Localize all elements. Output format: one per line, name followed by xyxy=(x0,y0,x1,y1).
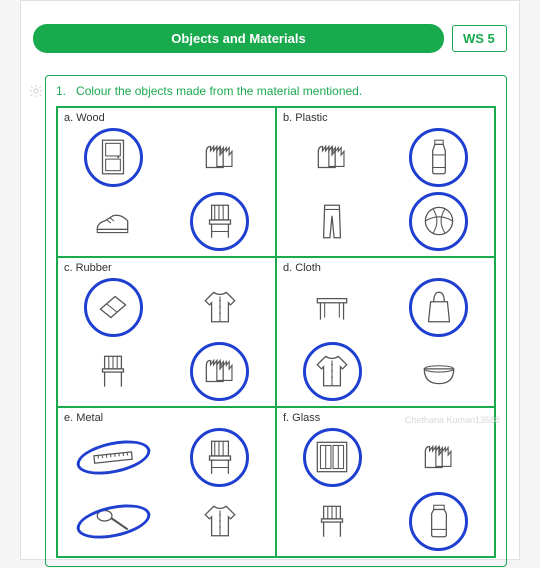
cell-glass: f. Glass xyxy=(276,407,495,557)
cell-rubber: c. Rubber xyxy=(57,257,276,407)
spoon-icon xyxy=(86,494,141,549)
shoe-icon xyxy=(86,194,141,249)
object-grid xyxy=(64,428,269,550)
gloves-icon xyxy=(411,430,466,485)
object-grid xyxy=(283,278,488,400)
ball-icon xyxy=(411,194,466,249)
chair-icon xyxy=(192,194,247,249)
ws-box: WS 5 xyxy=(452,25,507,52)
cell-label: b. Plastic xyxy=(283,112,488,124)
door-icon xyxy=(86,130,141,185)
sun-icon xyxy=(29,84,43,98)
object-grid xyxy=(283,428,488,550)
gloves-icon xyxy=(192,130,247,185)
eraser-icon xyxy=(86,280,141,335)
object-grid xyxy=(64,278,269,400)
window-icon xyxy=(305,430,360,485)
cell-label: e. Metal xyxy=(64,412,269,424)
object-grid xyxy=(283,128,488,250)
materials-grid: a. Wood b. Plastic c. Rubber d. Cloth e. Met… xyxy=(56,106,496,558)
table-icon xyxy=(305,280,360,335)
shirt-icon xyxy=(192,494,247,549)
stool-icon xyxy=(86,344,141,399)
content-box: 1. Colour the objects made from the mate… xyxy=(45,75,507,567)
gloves-icon xyxy=(192,344,247,399)
title-pill: Objects and Materials xyxy=(33,24,444,53)
cell-label: a. Wood xyxy=(64,112,269,124)
cell-label: d. Cloth xyxy=(283,262,488,274)
cell-label: c. Rubber xyxy=(64,262,269,274)
instruction-text: Colour the objects made from the materia… xyxy=(76,84,362,98)
shirt-icon xyxy=(305,344,360,399)
cell-cloth: d. Cloth xyxy=(276,257,495,407)
bag-icon xyxy=(411,280,466,335)
object-grid xyxy=(64,128,269,250)
ruler-icon xyxy=(86,430,141,485)
instruction: 1. Colour the objects made from the mate… xyxy=(56,84,496,98)
header-row: Objects and Materials WS 5 xyxy=(21,24,519,53)
cell-metal: e. Metal xyxy=(57,407,276,557)
bottle-icon xyxy=(411,130,466,185)
jar-icon xyxy=(411,494,466,549)
chair-icon xyxy=(192,430,247,485)
pants-icon xyxy=(305,194,360,249)
cell-label: f. Glass xyxy=(283,412,488,424)
cell-plastic: b. Plastic xyxy=(276,107,495,257)
instruction-number: 1. xyxy=(56,84,66,98)
bowl-icon xyxy=(411,344,466,399)
cell-wood: a. Wood xyxy=(57,107,276,257)
gloves-icon xyxy=(305,130,360,185)
shirt-icon xyxy=(192,280,247,335)
worksheet-page: Objects and Materials WS 5 1. Colour the… xyxy=(20,0,520,560)
stool-icon xyxy=(305,494,360,549)
